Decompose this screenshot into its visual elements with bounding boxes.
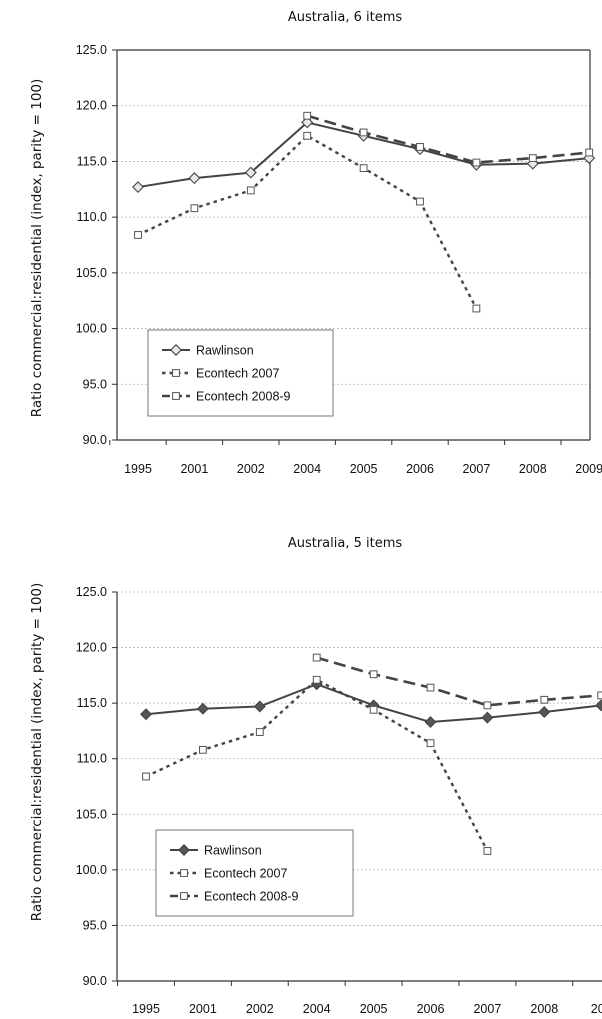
y-tick-label: 105.0 — [76, 807, 107, 821]
y-tick-label: 125.0 — [76, 585, 107, 599]
x-tick-label: 2009 — [575, 462, 602, 476]
legend-entry-label: Econtech 2008-9 — [196, 390, 291, 404]
data-point — [424, 716, 437, 729]
data-point — [255, 728, 264, 736]
x-tick-label: 2006 — [406, 462, 434, 476]
data-point — [481, 711, 494, 724]
series-line — [306, 114, 590, 164]
data-point — [426, 739, 435, 748]
data-point — [540, 695, 549, 704]
data-point — [199, 745, 207, 754]
data-point — [301, 116, 314, 129]
data-point — [416, 197, 424, 206]
x-tick-label: 2006 — [417, 1002, 445, 1016]
y-axis-label: Ratio commercial:residential (index, par… — [29, 79, 45, 418]
data-point — [140, 708, 152, 721]
legend-swatch-marker — [172, 392, 180, 400]
series-line — [145, 678, 489, 852]
y-tick-label: 95.0 — [83, 918, 107, 932]
x-tick-label: 2002 — [237, 462, 265, 476]
legend-swatch-marker — [180, 892, 188, 900]
x-tick-label: 1995 — [132, 1002, 160, 1016]
legend-entry-label: Rawlinson — [204, 844, 262, 858]
chart-title: Australia, 6 items — [288, 10, 403, 25]
legend: Rawlinson Econtech 2007 Econtech 2008-9 — [155, 829, 354, 917]
data-point — [538, 706, 551, 719]
data-point — [597, 691, 602, 700]
legend-entry-label: Econtech 2008-9 — [204, 890, 299, 904]
x-tick-label: 2001 — [180, 462, 208, 476]
y-tick-label: 125.0 — [76, 43, 107, 57]
data-point — [359, 164, 368, 173]
y-tick-label: 105.0 — [76, 266, 107, 280]
data-point — [595, 699, 602, 712]
x-tick-label: 2005 — [350, 462, 378, 476]
y-axis-label: Ratio commercial:residential (index, par… — [29, 583, 45, 922]
data-point — [142, 772, 150, 781]
x-tick-label: 2004 — [303, 1002, 331, 1016]
data-point — [483, 847, 492, 855]
data-point — [303, 131, 312, 140]
legend-swatch-marker — [180, 869, 188, 877]
data-point — [188, 172, 201, 185]
data-point — [369, 670, 378, 679]
x-tick-label: 2001 — [189, 1002, 217, 1016]
legend-entry-label: Rawlinson — [196, 344, 254, 358]
data-point — [472, 304, 481, 313]
data-point — [244, 166, 257, 179]
data-point — [426, 683, 435, 692]
x-tick-label: 2005 — [360, 1002, 388, 1016]
data-point — [585, 148, 594, 157]
x-tick-label: 2007 — [473, 1002, 501, 1016]
legend-swatch-marker — [170, 344, 182, 356]
legend-entry-label: Econtech 2007 — [196, 367, 279, 381]
data-point — [359, 128, 368, 137]
chart-australia-5-items: Australia, 5 items Ratio commercial:resi… — [29, 536, 602, 1016]
y-tick-label: 110.0 — [77, 210, 107, 224]
y-tick-label: 115.0 — [77, 154, 107, 168]
data-point — [246, 186, 255, 195]
series-line — [316, 656, 602, 707]
x-tick-label: 200 — [591, 1002, 602, 1016]
y-tick-label: 110.0 — [77, 752, 107, 766]
y-tick-label: 100.0 — [76, 322, 107, 336]
data-point — [253, 700, 266, 713]
x-tick-label: 2004 — [293, 462, 321, 476]
data-point — [483, 701, 492, 710]
data-point — [369, 705, 378, 714]
y-tick-label: 90.0 — [83, 433, 107, 447]
legend-swatch-marker — [172, 369, 180, 377]
x-tick-label: 2008 — [530, 1002, 558, 1016]
data-point — [472, 158, 481, 167]
y-tick-label: 120.0 — [76, 99, 107, 113]
y-tick-label: 120.0 — [76, 641, 107, 655]
data-point — [528, 154, 537, 162]
x-tick-label: 2007 — [462, 462, 490, 476]
chart-title: Australia, 5 items — [288, 536, 403, 551]
data-point — [303, 111, 312, 120]
legend: Rawlinson Econtech 2007 Econtech 2008-9 — [147, 329, 334, 417]
data-point — [312, 675, 321, 684]
x-tick-label: 1995 — [124, 462, 152, 476]
x-tick-label: 2008 — [519, 462, 547, 476]
legend-entry-label: Econtech 2007 — [204, 867, 287, 881]
y-tick-label: 90.0 — [83, 974, 107, 988]
chart-australia-6-items: Australia, 6 items Ratio commercial:resi… — [29, 10, 602, 476]
y-tick-label: 115.0 — [77, 696, 107, 710]
data-point — [132, 181, 144, 194]
data-point — [416, 143, 424, 151]
data-point — [134, 231, 142, 239]
data-point — [312, 653, 321, 662]
legend-swatch-marker — [178, 844, 190, 856]
y-tick-label: 95.0 — [83, 377, 107, 391]
x-tick-label: 2002 — [246, 1002, 274, 1016]
data-point — [196, 702, 209, 715]
y-tick-label: 100.0 — [76, 863, 107, 877]
legend-box — [155, 829, 354, 917]
data-point — [190, 204, 199, 213]
